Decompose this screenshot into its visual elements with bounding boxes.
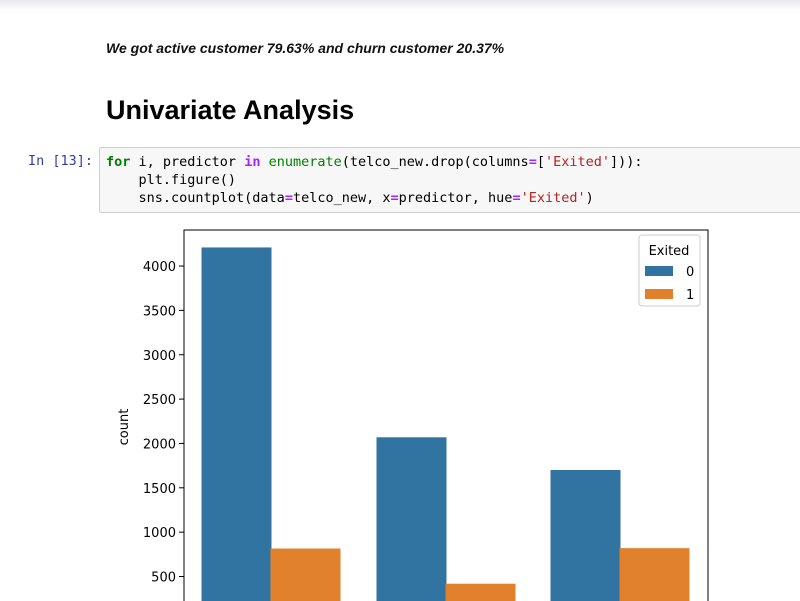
bar-exited-0-category-1 — [201, 247, 272, 601]
bar-exited-1-category-2 — [445, 583, 516, 601]
legend-swatch-1 — [645, 289, 673, 299]
cell-prompt: In [13]: — [28, 153, 94, 169]
y-tick-label: 1000 — [143, 526, 176, 541]
y-tick-label: 4000 — [143, 260, 176, 275]
plot-frame — [183, 229, 709, 601]
code-editor[interactable]: for i, predictor in enumerate(telco_new.… — [106, 153, 643, 207]
legend-label-0: 0 — [686, 265, 694, 280]
y-tick-label: 2500 — [143, 393, 176, 408]
legend-swatch-0 — [645, 266, 673, 276]
bar-exited-1-category-1 — [270, 548, 341, 601]
code-line-3: sns.countplot(data=telco_new, x=predicto… — [106, 190, 594, 206]
legend-label-1: 1 — [686, 288, 694, 303]
y-tick-label: 1500 — [143, 482, 176, 497]
bars — [201, 247, 690, 601]
countplot-chart: 500 1000 1500 2000 2500 3000 3500 4000 count Ex… — [117, 229, 709, 601]
bar-exited-0-category-2 — [376, 437, 447, 601]
code-line-2: plt.figure() — [106, 172, 237, 188]
code-line-1: for i, predictor in enumerate(telco_new.… — [106, 154, 643, 170]
y-axis-label: count — [117, 409, 132, 446]
legend: Exited 0 1 — [638, 234, 701, 307]
bar-exited-1-category-3 — [619, 548, 690, 601]
legend-title: Exited — [649, 244, 690, 259]
y-tick-label: 2000 — [143, 437, 176, 452]
y-axis: 500 1000 1500 2000 2500 3000 3500 4000 — [143, 260, 184, 586]
section-heading: Univariate Analysis — [106, 95, 355, 125]
code-cell[interactable]: for i, predictor in enumerate(telco_new.… — [99, 147, 800, 213]
y-tick-label: 500 — [151, 571, 176, 586]
y-tick-label: 3500 — [143, 304, 176, 319]
notebook-toolbar-edge — [0, 0, 800, 10]
markdown-note: We got active customer 79.63% and churn … — [106, 40, 505, 56]
y-tick-label: 3000 — [143, 349, 176, 364]
bar-exited-0-category-3 — [550, 470, 621, 601]
